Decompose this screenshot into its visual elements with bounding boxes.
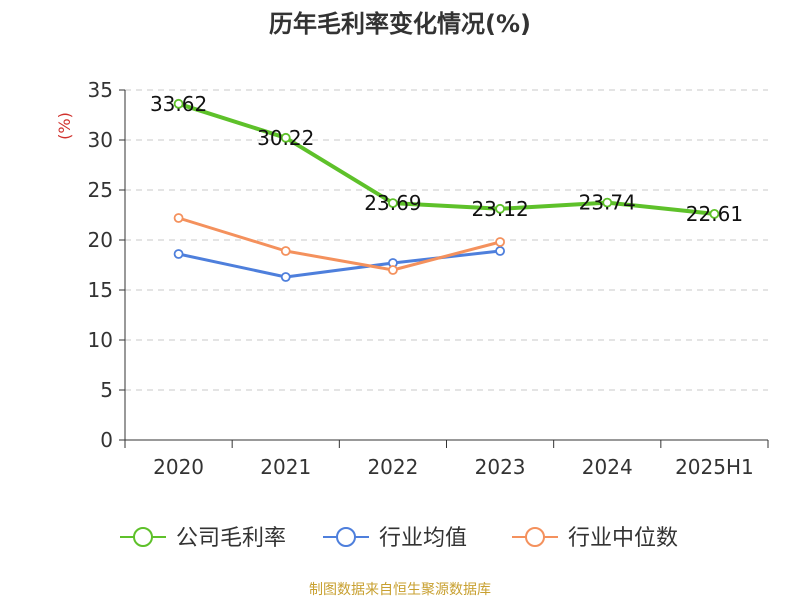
y-tick-label: 35 [88, 78, 113, 102]
legend-label: 公司毛利率 [176, 526, 286, 551]
y-axis-label: (%) [55, 112, 74, 140]
x-tick-label: 2022 [367, 455, 418, 479]
legend-marker [525, 527, 545, 547]
series-2-line [178, 216, 501, 272]
series-0-point [602, 197, 613, 208]
y-tick-label: 30 [88, 128, 113, 152]
series-1-point [280, 272, 291, 282]
series-0-point [709, 208, 720, 219]
data-label: 33.62 [150, 92, 207, 116]
x-tick-label: 2023 [475, 455, 526, 479]
legend-label: 行业均值 [379, 526, 467, 551]
y-tick-label: 5 [100, 378, 113, 402]
series-1-point [173, 249, 184, 259]
series-2-point [495, 237, 505, 247]
legend-label: 行业中位数 [568, 526, 678, 551]
gridlines [125, 89, 768, 391]
series-0-point [280, 132, 291, 143]
legend: 公司毛利率 行业均值 行业中位数 [120, 526, 678, 551]
data-labels: 33.62 30.22 23.69 23.12 23.74 22.61 [150, 92, 743, 226]
series-0-point [495, 203, 505, 214]
x-tick-label: 2024 [582, 455, 633, 479]
data-label: 22.61 [686, 202, 743, 226]
x-tick-label: 2025H1 [675, 455, 754, 479]
x-tick-label: 2021 [260, 455, 311, 479]
y-tick-label: 20 [88, 228, 113, 252]
y-tick-label: 25 [88, 178, 113, 202]
data-label: 23.69 [364, 191, 421, 215]
series-2-point [280, 246, 291, 256]
x-tick-label: 2020 [153, 455, 204, 479]
y-tick-label: 10 [88, 328, 113, 352]
data-label: 23.74 [579, 191, 636, 215]
legend-marker [133, 527, 153, 547]
series-2-point [173, 213, 184, 223]
legend-marker [336, 527, 356, 547]
data-label: 30.22 [257, 126, 314, 150]
series-2-point [388, 265, 398, 275]
source-note: 制图数据来自恒生聚源数据库 [309, 582, 491, 598]
y-tick-label: 0 [100, 428, 113, 452]
series-1-point [495, 246, 505, 256]
series-lines [173, 98, 720, 282]
series-0-point [388, 198, 398, 209]
series-0-line [177, 101, 715, 216]
data-label: 23.12 [471, 197, 528, 221]
series-0-point [173, 98, 184, 109]
y-tick-label: 15 [88, 278, 113, 302]
axes: 0 5 10 15 20 25 30 35 2020 2021 2022 2023 2024 2025H1 [88, 78, 769, 479]
chart-title: 历年毛利率变化情况(%) [269, 10, 531, 38]
